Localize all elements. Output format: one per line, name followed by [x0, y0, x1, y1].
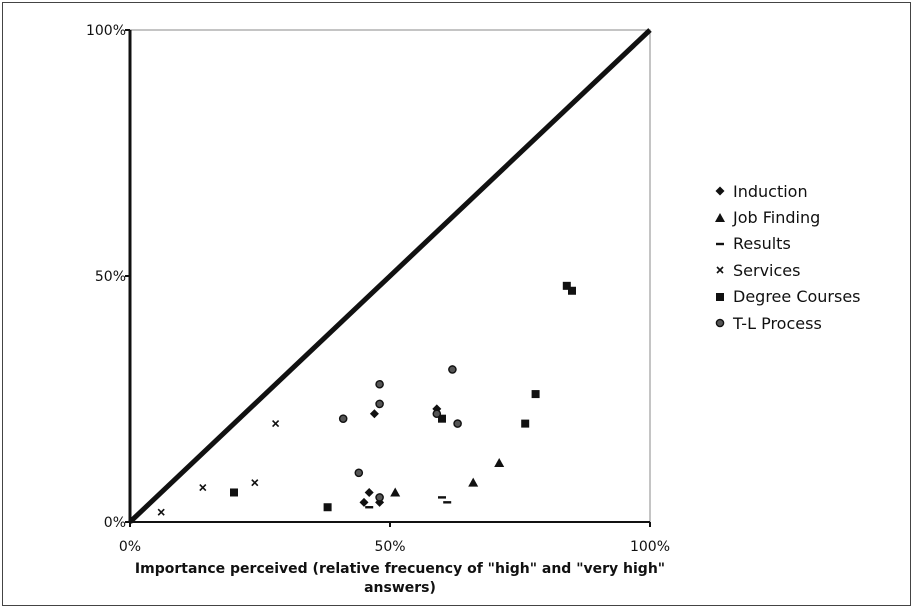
legend-marker-svg: [716, 242, 724, 246]
legend-marker-degree-courses: [714, 291, 726, 303]
legend-marker-results: [714, 238, 726, 250]
legend-item-induction: Induction: [714, 178, 861, 204]
diagonal-line: [128, 28, 652, 524]
x-axis-title: Importance perceived (relative frecuency…: [134, 561, 666, 596]
legend-marker-job-finding: [714, 212, 726, 224]
series-job-finding: [390, 457, 505, 497]
point-t-l-process: [375, 493, 384, 502]
point-degree-courses: [438, 414, 446, 423]
point-job-finding: [494, 457, 505, 467]
legend-marker-svg: [715, 212, 725, 222]
legend-item-results: Results: [714, 231, 861, 257]
x-tick-label: 0%: [119, 539, 141, 555]
point-services: [272, 420, 280, 428]
y-tick-label: 50%: [95, 269, 126, 285]
legend-marker-svg: [716, 292, 724, 301]
x-stroke: [716, 266, 724, 274]
legend-symbol-results: [716, 242, 724, 246]
point-degree-courses: [323, 503, 332, 512]
y-tick-label: 100%: [86, 23, 126, 39]
point-degree-courses: [568, 286, 576, 295]
point-t-l-process: [432, 409, 442, 419]
point-services: [157, 508, 165, 516]
legend-label: T-L Process: [733, 313, 822, 333]
legend-label: Degree Courses: [733, 287, 861, 307]
point-degree-courses: [531, 390, 540, 399]
series-degree-courses: [230, 281, 576, 512]
legend: Induction Job Finding Results Services Degre…: [714, 178, 861, 336]
data-points: [157, 281, 576, 516]
point-t-l-process: [338, 414, 348, 423]
x-stroke: [251, 479, 259, 487]
legend-marker-induction: [714, 185, 726, 197]
legend-item-t-l-process: T-L Process: [714, 310, 861, 336]
series-t-l-process: [338, 365, 462, 502]
legend-marker-t-l-process: [714, 317, 726, 329]
point-induction: [364, 487, 374, 497]
legend-label: Job Finding: [733, 208, 821, 228]
point-services: [251, 479, 259, 487]
point-services: [199, 483, 207, 492]
legend-label: Services: [733, 260, 801, 280]
point-results: [443, 501, 452, 504]
point-t-l-process: [375, 399, 384, 409]
point-job-finding: [468, 477, 479, 487]
y-tick-label: 0%: [104, 515, 126, 531]
point-degree-courses: [562, 281, 571, 290]
point-t-l-process: [448, 365, 457, 374]
series-services: [157, 420, 280, 516]
x-stroke: [199, 483, 207, 492]
legend-symbol-job-finding: [715, 212, 725, 222]
tick-labels: 0% 50% 100% 0% 50% 100%: [86, 23, 670, 555]
legend-symbol-degree-courses: [716, 292, 724, 301]
point-job-finding: [390, 487, 401, 497]
legend-marker-svg: [715, 318, 725, 328]
point-t-l-process: [354, 468, 364, 478]
legend-item-services: Services: [714, 257, 861, 283]
point-results: [365, 506, 374, 509]
x-stroke: [157, 508, 165, 516]
point-t-l-process: [453, 419, 462, 428]
point-induction: [359, 497, 369, 507]
legend-item-job-finding: Job Finding: [714, 204, 861, 230]
series-induction: [359, 404, 442, 507]
legend-symbol-t-l-process: [715, 318, 725, 328]
point-induction: [369, 409, 379, 419]
point-t-l-process: [375, 379, 384, 389]
point-degree-courses: [521, 419, 530, 428]
point-results: [438, 496, 446, 499]
legend-marker-services: [714, 264, 726, 276]
legend-marker-svg: [716, 266, 724, 274]
legend-symbol-services: [716, 266, 724, 274]
point-degree-courses: [230, 488, 238, 497]
series-results: [365, 496, 452, 509]
legend-label: Induction: [733, 181, 808, 201]
legend-label: Results: [733, 234, 791, 254]
legend-symbol-induction: [715, 186, 725, 196]
reference-line: [128, 28, 652, 524]
x-tick-label: 50%: [374, 539, 405, 555]
x-stroke: [272, 420, 280, 428]
x-tick-label: 100%: [630, 539, 670, 555]
legend-item-degree-courses: Degree Courses: [714, 284, 861, 310]
legend-marker-svg: [715, 186, 725, 196]
